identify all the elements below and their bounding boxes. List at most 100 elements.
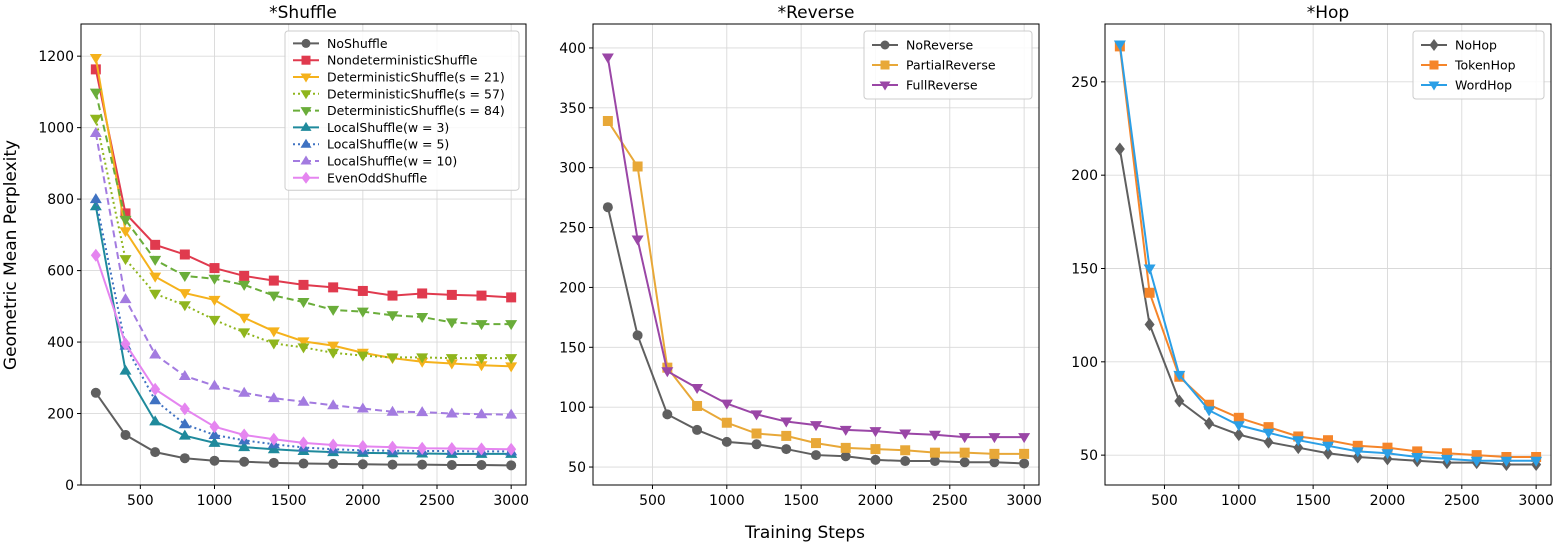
data-point-partialreverse [632,161,643,172]
data-point-evenoddshuffle [209,420,220,434]
data-point-deterministicshuffle-s-57 [297,343,310,354]
data-point-noshuffle [150,447,161,458]
data-point-nondeterministicshuffle [90,64,101,75]
data-point-fullreverse [631,235,644,246]
data-point-tokenhop [1441,448,1452,459]
data-point-wordhop [1440,454,1453,465]
data-point-noshuffle [328,458,339,469]
y-tick-label: 400 [47,335,74,351]
data-point-noreverse [989,457,1000,468]
series-group [89,53,518,471]
data-point-deterministicshuffle-s-57 [178,301,191,312]
x-tick-label: 2500 [419,493,455,509]
data-point-wordhop [1530,456,1543,467]
plot-frame [1104,23,1552,486]
legend-marker-tokenhop [1429,60,1439,70]
data-point-localshuffle-w-10 [119,293,132,304]
data-point-nohop [1174,394,1185,408]
x-tick-label: 2000 [345,493,381,509]
legend-label-deterministicshuffle-s-21: DeterministicShuffle(s = 21) [327,70,505,85]
x-tick-label: 3000 [1006,493,1042,509]
data-point-noreverse [781,444,792,455]
data-point-tokenhop [1263,422,1274,433]
data-point-noreverse [959,457,970,468]
data-point-fullreverse [601,53,614,64]
data-point-noreverse [602,202,613,213]
data-point-evenoddshuffle [120,337,131,351]
data-point-localshuffle-w-10 [208,379,221,390]
data-point-partialreverse [721,417,732,428]
data-point-wordhop [1113,40,1126,51]
panel-title-shuffle: *Shuffle [269,3,337,23]
data-point-wordhop [1292,436,1305,447]
series-line-deterministicshuffle-s-57 [94,118,512,360]
y-tick-label: 150 [1071,261,1098,277]
data-point-localshuffle-w-5 [89,193,102,204]
data-point-partialreverse [840,442,851,453]
y-tick-label: 300 [559,161,586,177]
legend-marker-localshuffle-w-5 [300,138,312,148]
data-point-tokenhop [1382,442,1393,453]
data-point-noshuffle [298,458,309,469]
data-point-nondeterministicshuffle [150,239,161,250]
data-point-fullreverse [720,399,733,410]
data-point-evenoddshuffle [357,439,368,453]
x-tick-label: 3000 [1518,493,1554,509]
data-point-partialreverse [1019,448,1030,459]
data-point-fullreverse [988,433,1001,444]
data-point-evenoddshuffle [90,248,101,262]
data-point-localshuffle-w-10 [386,405,399,416]
data-point-deterministicshuffle-s-21 [505,362,518,373]
legend-label-localshuffle-w-10: LocalShuffle(w = 10) [327,154,457,169]
legend-marker-deterministicshuffle-s-21 [300,73,312,83]
data-point-nondeterministicshuffle [209,263,220,274]
series-line-tokenhop [1118,46,1537,459]
legend-label-deterministicshuffle-s-57: DeterministicShuffle(s = 57) [327,86,505,101]
data-point-localshuffle-w-3 [119,364,132,375]
legend-box [863,30,1033,100]
data-point-nondeterministicshuffle [476,290,487,301]
legend-label-localshuffle-w-3: LocalShuffle(w = 3) [327,120,449,135]
data-point-localshuffle-w-3 [238,441,251,452]
data-point-deterministicshuffle-s-84 [149,255,162,266]
data-point-localshuffle-w-10 [505,408,518,419]
data-point-deterministicshuffle-s-57 [445,354,458,365]
data-point-nohop [1144,317,1155,331]
data-point-evenoddshuffle [417,441,428,455]
data-point-deterministicshuffle-s-57 [238,328,251,339]
data-point-deterministicshuffle-s-84 [505,320,518,331]
x-tick-label: 1500 [271,493,307,509]
data-point-fullreverse [1018,433,1031,444]
data-point-noshuffle [268,457,279,468]
data-point-localshuffle-w-3 [208,436,221,447]
legend: NoShuffle NondeterministicShuffle Determin… [284,30,520,191]
data-point-tokenhop [1471,450,1482,461]
data-point-noshuffle [179,453,190,464]
data-point-deterministicshuffle-s-84 [386,311,399,322]
data-point-wordhop [1173,370,1186,381]
data-point-nondeterministicshuffle [298,279,309,290]
y-tick-label: 200 [559,280,586,296]
data-point-fullreverse [810,421,822,432]
y-axis-label: Geometric Mean Perplexity [1,140,21,370]
y-tick-label: 1000 [38,121,74,137]
legend-marker-deterministicshuffle-s-84 [300,107,312,117]
data-point-nondeterministicshuffle [357,285,368,296]
legend-marker-fullreverse [879,81,891,91]
data-point-evenoddshuffle [268,432,279,446]
series-group [601,53,1031,469]
data-point-deterministicshuffle-s-84 [327,305,340,316]
data-point-noreverse [929,456,940,467]
legend-marker-noshuffle [301,38,311,48]
data-point-nondeterministicshuffle [239,270,250,281]
data-point-fullreverse [928,430,941,441]
data-point-localshuffle-w-3 [267,443,280,454]
data-point-localshuffle-w-5 [149,394,162,405]
data-point-evenoddshuffle [446,442,457,456]
data-point-wordhop [1232,421,1245,432]
data-point-tokenhop [1144,287,1155,298]
legend-box [1412,30,1545,100]
legend-label-tokenhop: TokenHop [1454,58,1516,73]
data-point-localshuffle-w-5 [208,428,221,439]
data-point-deterministicshuffle-s-57 [327,348,340,359]
